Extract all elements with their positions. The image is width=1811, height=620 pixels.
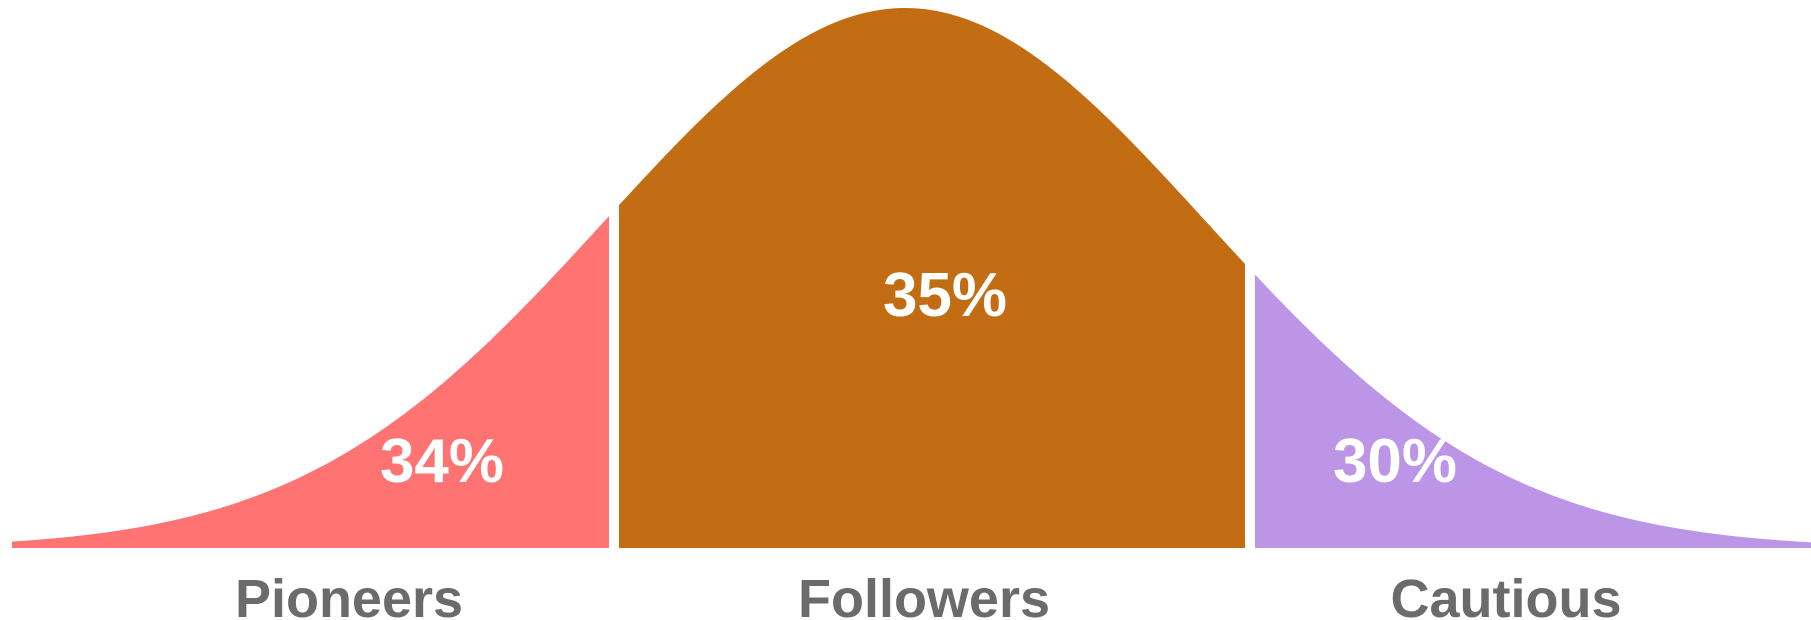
segment-dividers	[609, 0, 1255, 550]
segment-area-pioneers	[12, 210, 614, 548]
category-label-cautious: Cautious	[1390, 569, 1621, 620]
value-label-followers: 35%	[883, 261, 1007, 330]
segment-area-cautious	[1250, 269, 1811, 548]
value-label-cautious: 30%	[1333, 427, 1457, 496]
segment-areas	[12, 8, 1811, 548]
segment-area-followers	[614, 8, 1250, 548]
category-label-followers: Followers	[798, 569, 1050, 620]
category-label-pioneers: Pioneers	[235, 569, 463, 620]
value-label-pioneers: 34%	[380, 427, 504, 496]
